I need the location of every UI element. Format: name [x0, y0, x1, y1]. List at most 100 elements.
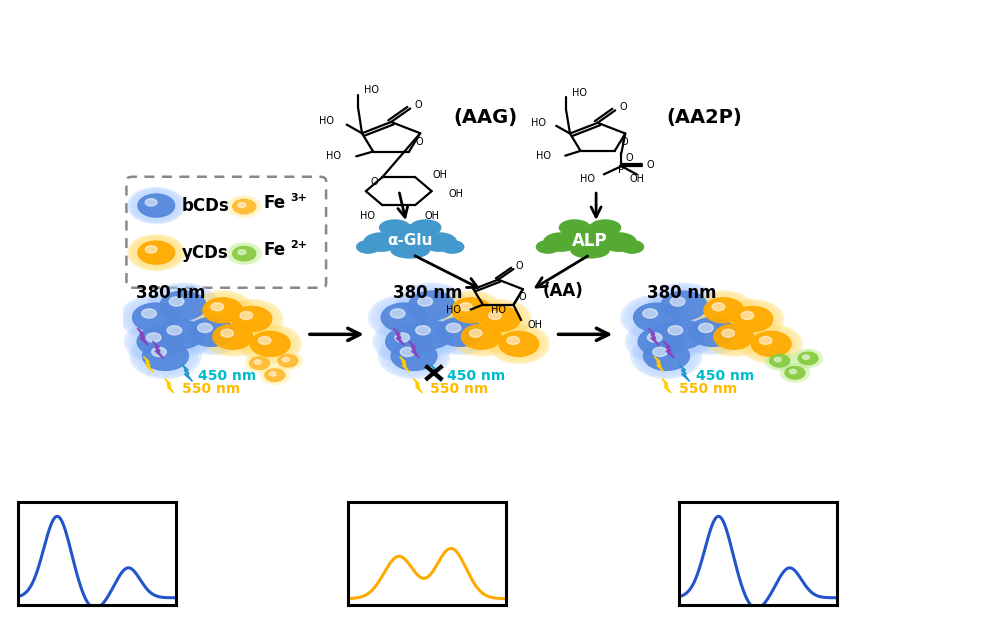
Circle shape — [374, 298, 434, 337]
Circle shape — [178, 311, 245, 353]
Circle shape — [733, 306, 772, 331]
Circle shape — [229, 244, 259, 263]
Circle shape — [135, 337, 196, 375]
Circle shape — [188, 318, 234, 346]
Circle shape — [793, 349, 822, 368]
Circle shape — [683, 314, 740, 349]
Circle shape — [381, 324, 436, 359]
Circle shape — [132, 335, 198, 377]
Circle shape — [246, 329, 294, 359]
Circle shape — [642, 309, 657, 318]
Polygon shape — [165, 379, 174, 393]
Circle shape — [247, 356, 271, 371]
Circle shape — [247, 330, 292, 358]
Circle shape — [122, 297, 188, 338]
Text: 380 nm: 380 nm — [392, 285, 461, 303]
Ellipse shape — [563, 225, 615, 251]
Circle shape — [475, 304, 525, 334]
Circle shape — [678, 311, 744, 353]
Circle shape — [638, 327, 683, 356]
Circle shape — [130, 301, 180, 333]
Ellipse shape — [410, 220, 441, 235]
Circle shape — [176, 310, 246, 354]
Circle shape — [730, 305, 774, 333]
Circle shape — [396, 314, 461, 355]
Polygon shape — [654, 356, 664, 372]
Circle shape — [437, 318, 482, 346]
Circle shape — [688, 318, 735, 346]
Circle shape — [185, 316, 237, 348]
Circle shape — [490, 326, 547, 362]
Circle shape — [653, 317, 709, 352]
Circle shape — [145, 312, 216, 357]
Circle shape — [740, 311, 753, 319]
Circle shape — [447, 295, 495, 326]
Text: HO: HO — [319, 116, 334, 126]
Circle shape — [273, 351, 303, 370]
Text: O: O — [618, 102, 626, 112]
Circle shape — [153, 286, 213, 324]
Circle shape — [701, 296, 745, 324]
Circle shape — [140, 340, 190, 372]
Circle shape — [703, 298, 743, 323]
Circle shape — [457, 321, 505, 352]
Circle shape — [630, 323, 691, 361]
Circle shape — [692, 291, 754, 329]
Circle shape — [789, 369, 796, 374]
Circle shape — [203, 298, 243, 323]
Circle shape — [381, 335, 447, 377]
Circle shape — [781, 364, 808, 381]
Text: 550 nm: 550 nm — [678, 382, 737, 396]
Circle shape — [368, 295, 439, 340]
Circle shape — [231, 198, 257, 215]
Circle shape — [132, 324, 188, 359]
Circle shape — [406, 320, 452, 349]
Circle shape — [376, 321, 442, 363]
Text: 380 nm: 380 nm — [647, 285, 716, 303]
Circle shape — [492, 328, 544, 361]
Circle shape — [138, 241, 175, 264]
Text: 3+: 3+ — [290, 193, 307, 203]
Circle shape — [261, 367, 288, 384]
Circle shape — [150, 285, 216, 326]
Circle shape — [127, 188, 184, 223]
Text: OH: OH — [424, 211, 439, 221]
Circle shape — [648, 283, 719, 328]
Circle shape — [373, 319, 444, 364]
Circle shape — [741, 326, 799, 362]
Circle shape — [461, 324, 501, 349]
Circle shape — [378, 323, 439, 361]
Circle shape — [225, 303, 278, 336]
Text: 2+: 2+ — [290, 240, 307, 250]
Circle shape — [155, 288, 211, 323]
Circle shape — [766, 353, 792, 369]
Circle shape — [386, 327, 431, 356]
Circle shape — [446, 323, 460, 333]
Circle shape — [192, 291, 253, 329]
Text: O: O — [620, 137, 628, 147]
Circle shape — [398, 315, 459, 354]
Circle shape — [127, 300, 183, 335]
Circle shape — [202, 318, 263, 356]
Circle shape — [231, 245, 257, 262]
Circle shape — [773, 358, 780, 362]
Text: ALP: ALP — [572, 232, 607, 250]
Text: 550 nm: 550 nm — [430, 382, 488, 396]
Text: OH: OH — [527, 320, 541, 330]
Circle shape — [635, 326, 686, 358]
Polygon shape — [430, 364, 441, 381]
Circle shape — [130, 334, 201, 378]
Circle shape — [625, 298, 686, 337]
Circle shape — [130, 236, 182, 270]
Text: HO: HO — [491, 305, 506, 315]
Circle shape — [148, 314, 214, 355]
Ellipse shape — [601, 233, 636, 251]
Circle shape — [473, 303, 527, 336]
Ellipse shape — [364, 233, 398, 251]
Circle shape — [389, 309, 404, 318]
Circle shape — [694, 292, 751, 328]
Circle shape — [478, 305, 522, 333]
Circle shape — [136, 193, 176, 218]
Circle shape — [746, 329, 795, 359]
Circle shape — [238, 250, 246, 255]
